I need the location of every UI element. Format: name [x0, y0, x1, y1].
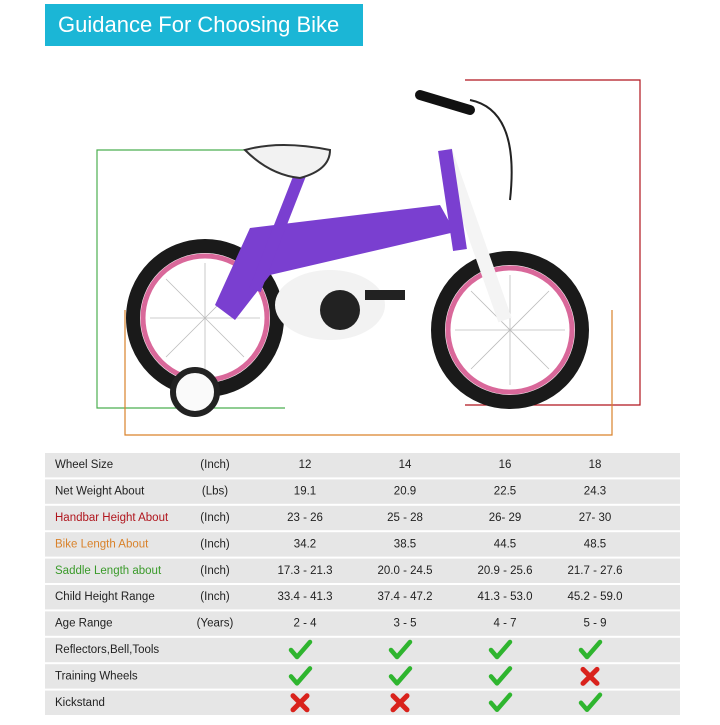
cell-value: 48.5	[584, 538, 606, 550]
cell-value: 14	[399, 459, 412, 471]
cell-value: 25 - 28	[387, 512, 423, 524]
row-label: Age Range	[55, 618, 113, 630]
check-icon	[488, 666, 513, 686]
front-tire	[431, 251, 589, 409]
cell-value: 20.9 - 25.6	[478, 565, 533, 577]
row-unit: (Lbs)	[202, 486, 228, 498]
cross-icon	[390, 693, 410, 713]
cell-value: 24.3	[584, 486, 606, 498]
table-row-bg	[45, 558, 680, 583]
front-rim	[445, 265, 575, 395]
cell-value: 45.2 - 59.0	[568, 591, 623, 603]
brake-cable	[469, 99, 513, 201]
row-label: Training Wheels	[55, 670, 138, 682]
check-icon	[288, 666, 313, 686]
cell-value: 22.5	[494, 486, 516, 498]
check-icon	[388, 666, 413, 686]
row-label: Handbar Height About	[55, 512, 169, 524]
row-label: Bike Length About	[55, 538, 149, 550]
table-row-bg	[45, 637, 680, 663]
row-unit: (Inch)	[200, 459, 230, 471]
check-icon	[488, 692, 513, 713]
row-label: Saddle Length about	[55, 565, 162, 577]
spec-table: Wheel Size (Inch) 12 14 16 18 Net Weight About…	[45, 453, 680, 715]
cell-value: 19.1	[294, 486, 316, 498]
cell-value: 38.5	[394, 538, 416, 550]
cell-value: 41.3 - 53.0	[478, 591, 533, 603]
table-row-bg	[45, 611, 680, 636]
table-row-bg	[45, 690, 680, 715]
cell-value: 16	[499, 459, 512, 471]
check-icon	[488, 639, 513, 660]
row-unit: (Inch)	[200, 512, 230, 524]
cell-value: 23 - 26	[287, 512, 323, 524]
check-icon	[578, 692, 603, 713]
row-label: Wheel Size	[55, 459, 113, 471]
seat-tube	[249, 172, 306, 293]
cell-value: 17.3 - 21.3	[278, 565, 333, 577]
crank	[320, 290, 360, 330]
cell-value: 26- 29	[489, 512, 522, 524]
handlebar-guide	[465, 79, 641, 406]
row-label: Kickstand	[55, 697, 105, 709]
length-guide	[124, 310, 613, 436]
cell-value: 3 - 5	[393, 618, 416, 630]
cell-value: 33.4 - 41.3	[278, 591, 333, 603]
cell-value: 12	[299, 459, 312, 471]
table-row-bg	[45, 585, 680, 610]
check-icon	[578, 639, 603, 660]
cell-value: 18	[589, 459, 602, 471]
row-label: Child Height Range	[55, 591, 155, 603]
cell-value: 5 - 9	[583, 618, 606, 630]
cell-value: 20.9	[394, 486, 416, 498]
table-row-bg	[45, 505, 680, 531]
saddle	[243, 144, 332, 180]
title-banner	[45, 4, 363, 46]
row-unit: (Inch)	[200, 591, 230, 603]
cell-value: 2 - 4	[293, 618, 317, 630]
handlebar	[415, 90, 475, 115]
head-tube	[438, 148, 467, 252]
row-unit: (Inch)	[200, 565, 230, 577]
title: Guidance For Choosing Bike	[58, 12, 339, 37]
cell-value: 34.2	[294, 538, 316, 550]
table-row-bg	[45, 532, 680, 557]
row-unit: (Years)	[197, 618, 234, 630]
cell-value: 27- 30	[579, 512, 612, 524]
check-icon	[388, 639, 413, 660]
bike-illustration	[126, 90, 589, 417]
training-wheel	[170, 367, 220, 417]
cell-value: 20.0 - 24.5	[378, 565, 433, 577]
cross-icon	[290, 693, 310, 713]
table-row-bg	[45, 664, 680, 689]
cell-value: 44.5	[494, 538, 516, 550]
row-unit: (Inch)	[200, 538, 230, 550]
check-icon	[288, 639, 313, 660]
cross-icon	[580, 666, 600, 686]
table-row-bg	[45, 479, 680, 504]
cell-value: 37.4 - 47.2	[378, 591, 433, 603]
row-label: Reflectors,Bell,Tools	[55, 644, 159, 656]
cell-value: 21.7 - 27.6	[568, 565, 623, 577]
table-row-bg	[45, 453, 680, 478]
row-label: Net Weight About	[55, 486, 145, 498]
pedal	[365, 290, 405, 300]
cell-value: 4 - 7	[493, 618, 516, 630]
